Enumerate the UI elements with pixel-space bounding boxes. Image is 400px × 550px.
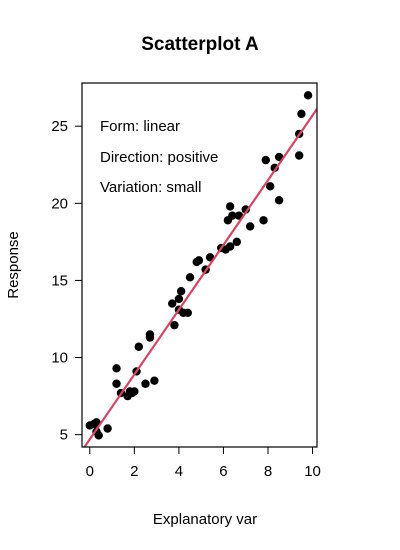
y-tick-label: 25 [51,118,68,135]
data-point [294,151,304,160]
plot-area [83,91,317,447]
y-tick-label: 5 [60,427,68,444]
plot-frame [81,82,318,448]
data-point [134,342,143,351]
data-point [245,222,255,231]
chart-title: Scatterplot A [141,34,259,55]
data-point [261,155,270,165]
y-axis-label: Response [5,231,22,299]
y-tick-label: 20 [51,195,68,212]
data-point [174,294,184,304]
data-point [185,273,195,282]
x-tick-label: 10 [304,463,321,480]
data-point [130,387,139,396]
data-point [103,424,112,433]
data-point [232,237,242,247]
x-tick-label: 8 [264,463,272,480]
data-point [241,205,250,214]
data-point [112,379,121,388]
regression-line [83,108,317,447]
data-point [225,202,235,211]
y-tick-label: 15 [51,272,68,289]
annotation-variation: Variation: small [100,179,201,196]
data-point [170,320,179,330]
data-point [176,287,186,296]
x-tick-label: 4 [175,463,183,480]
data-point [92,418,101,427]
data-point [183,308,193,318]
data-point [259,216,268,225]
data-point [303,91,313,100]
y-tick-label: 10 [51,350,68,367]
data-point [150,376,159,385]
data-point [297,109,306,119]
data-point [112,364,121,373]
annotation-form: Form: linear [100,118,180,135]
x-tick-label: 2 [130,463,138,480]
x-tick-label: 6 [219,463,227,480]
data-point [274,196,284,205]
data-point [228,211,237,220]
x-axis-label: Explanatory var [153,511,257,528]
x-axis: 0 2 4 6 8 10 [86,447,321,480]
data-point [266,182,275,191]
data-point [141,379,150,388]
data-point [145,333,155,342]
y-axis: 5 10 15 20 25 [51,118,82,444]
data-point [94,431,103,440]
data-point [194,256,204,265]
annotation-direction: Direction: positive [100,149,218,166]
data-point [168,299,177,308]
data-point [225,242,235,251]
x-tick-label: 0 [86,463,94,480]
